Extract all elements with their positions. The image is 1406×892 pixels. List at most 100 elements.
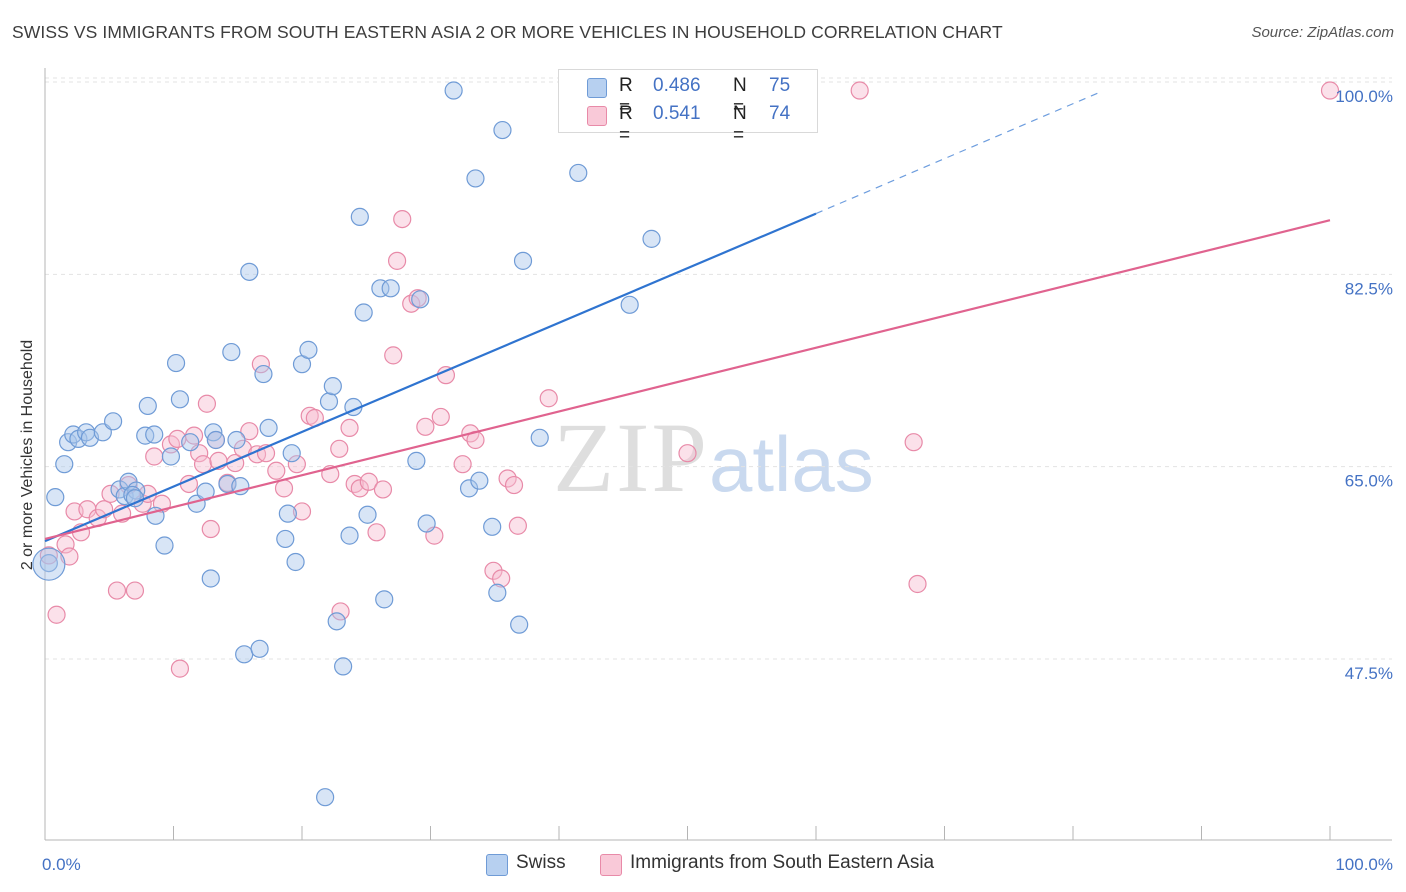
immigrants-legend-swatch (600, 854, 622, 876)
swiss-point (286, 552, 305, 572)
swiss-n-label: N = (733, 75, 747, 118)
watermark: ZIPatlas (553, 400, 874, 515)
swiss-point (240, 262, 259, 281)
immigrants-point (484, 561, 503, 580)
y-tick-label: 65.0% (1345, 472, 1393, 491)
swiss-legend-swatch (486, 854, 508, 876)
swiss-point (323, 377, 342, 396)
immigrants-point (416, 417, 435, 436)
swiss-trend-line (44, 212, 817, 543)
swiss-point (316, 788, 335, 807)
immigrants-point (125, 581, 145, 600)
swiss-trend-extension (815, 92, 1099, 215)
immigrants-point (267, 461, 286, 480)
immigrants-point (387, 251, 407, 270)
swiss-point (510, 615, 529, 634)
immigrants-point (350, 479, 369, 498)
swiss-n-value: 75 (769, 75, 791, 96)
immigrants-point (504, 475, 524, 495)
swiss-point (222, 342, 241, 362)
swiss-point (417, 514, 436, 533)
swiss-point (530, 428, 549, 447)
swiss-point (319, 392, 339, 411)
swiss-point (276, 529, 295, 549)
immigrants-r-label: R = (619, 103, 633, 146)
swiss-point (235, 645, 254, 664)
immigrants-trend-line (44, 219, 1331, 540)
swiss-point (354, 303, 373, 322)
immigrants-point (274, 479, 294, 498)
swiss-point (327, 612, 346, 631)
immigrants-point (39, 546, 58, 565)
immigrants-point (908, 574, 927, 594)
immigrants-point (170, 659, 190, 678)
swiss-point (488, 583, 507, 602)
immigrants-point (393, 209, 412, 229)
swiss-point (569, 163, 588, 183)
immigrants-point (56, 535, 75, 554)
swiss-point (407, 451, 426, 470)
x-tick-label: 100.0% (1335, 855, 1393, 874)
immigrants-point (145, 447, 164, 466)
swiss-point (181, 433, 200, 452)
immigrants-n-value: 74 (769, 103, 791, 124)
immigrants-point (508, 516, 527, 535)
trend-lines (44, 92, 1331, 543)
immigrants-point (1320, 81, 1340, 100)
swiss-r-label: R = (619, 75, 633, 118)
swiss-point (166, 353, 186, 373)
swiss-point (470, 471, 489, 490)
immigrants-point (678, 444, 697, 463)
swiss-point (381, 279, 400, 298)
swiss-point (466, 169, 485, 188)
swiss-point (138, 396, 157, 416)
swiss-points (32, 81, 749, 807)
watermark-atlas: atlas (709, 420, 874, 508)
swiss-point (620, 295, 639, 314)
immigrants-point (287, 455, 306, 474)
immigrants-point (201, 519, 220, 539)
series-legend: Swiss Immigrants from South Eastern Asia (0, 851, 1406, 877)
swiss-point (375, 590, 394, 609)
swiss-point (125, 489, 145, 508)
immigrants-point (197, 394, 217, 413)
immigrants-point (373, 480, 393, 499)
watermark-zip: ZIP (553, 402, 709, 513)
immigrants-point (331, 602, 350, 621)
swiss-point (250, 639, 269, 658)
y-tick-label: 82.5% (1345, 279, 1393, 298)
immigrants-point (904, 433, 923, 452)
x-tick-label: 0.0% (42, 855, 81, 874)
y-tick-label: 100.0% (1335, 87, 1393, 106)
immigrants-legend-label: Immigrants from South Eastern Asia (630, 852, 935, 873)
swiss-point (334, 657, 353, 676)
swiss-point (282, 444, 301, 463)
swiss-r-value: 0.486 (653, 75, 701, 96)
swiss-point (358, 505, 377, 524)
immigrants-point (340, 418, 359, 438)
immigrants-point (193, 455, 213, 474)
swiss-point (145, 425, 164, 444)
swiss-point (55, 455, 74, 474)
swiss-point (104, 412, 123, 431)
swiss-point (411, 290, 430, 309)
immigrants-swatch (587, 106, 607, 126)
swiss-point (201, 569, 220, 588)
swiss-point (350, 207, 369, 226)
immigrants-point (453, 455, 472, 474)
swiss-point (493, 120, 512, 140)
axes (44, 68, 1392, 841)
immigrants-point (359, 472, 378, 491)
immigrants-point (384, 346, 403, 365)
immigrants-point (107, 581, 127, 600)
immigrants-point (431, 407, 450, 427)
immigrants-point (498, 469, 517, 488)
immigrants-point (539, 389, 558, 408)
immigrants-points (39, 81, 1340, 678)
immigrants-point (292, 502, 312, 521)
swiss-point (299, 340, 318, 359)
immigrants-point (101, 484, 120, 503)
swiss-point (444, 81, 463, 100)
swiss-point (170, 390, 190, 409)
